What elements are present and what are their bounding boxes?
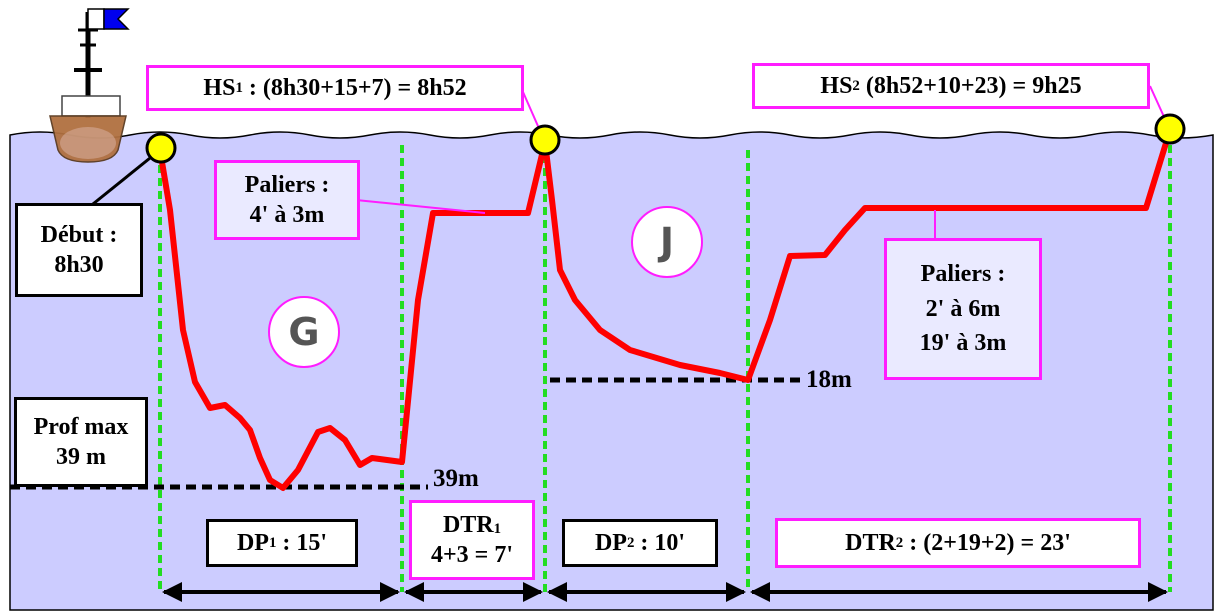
dp1-box: DP 1 : 15' <box>206 519 358 567</box>
dtr1-sub: 1 <box>493 520 502 537</box>
stops2-detail-6m: 2' à 6m <box>925 295 1001 322</box>
hs2-sub: 2 <box>852 78 860 95</box>
depth-label-39m: 39m <box>433 465 479 492</box>
stops1-detail: 4' à 3m <box>249 202 325 228</box>
dive-flag-icon <box>87 8 130 30</box>
dtr1-value: 4+3 = 7' <box>430 542 514 568</box>
stops1-title: Paliers : <box>244 172 330 198</box>
dp2-label: DP <box>594 530 627 556</box>
hs2-formula: (8h52+10+23) = 9h25 <box>859 73 1082 99</box>
dp2-box: DP 2 : 10' <box>562 519 718 567</box>
dive2-letter: J <box>659 220 675 264</box>
dtr1-label: DTR <box>442 512 494 538</box>
dtr2-value: : (2+19+2) = 23' <box>903 530 1071 556</box>
dive-profile-2 <box>542 129 1173 383</box>
dtr2-sub: 2 <box>895 535 904 552</box>
connector-start <box>87 148 161 210</box>
start-time-value: 8h30 <box>54 252 104 278</box>
stops2-detail-3m: 19' à 3m <box>919 330 1007 357</box>
dtr2-box: DTR 2 : (2+19+2) = 23' <box>775 518 1141 568</box>
hs2-label: HS <box>820 73 853 99</box>
dtr2-label: DTR <box>845 530 896 556</box>
dp1-label: DP <box>236 530 269 556</box>
dtr1-title: DTR1 <box>443 510 501 540</box>
hs1-box: HS 1 : (8h30+15+7) = 8h52 <box>146 65 524 111</box>
dive1-letter-circle: G <box>268 296 340 368</box>
stops1-box: Paliers : 4' à 3m <box>214 160 360 240</box>
dp2-value: : 10' <box>634 530 686 556</box>
hs1-sub: 1 <box>235 80 243 97</box>
depth-label-18m: 18m <box>806 366 852 393</box>
dp1-sub: 1 <box>268 535 277 552</box>
hs2-box: HS 2 (8h52+10+23) = 9h25 <box>752 63 1150 109</box>
max-depth-label: Prof max <box>33 414 129 440</box>
dive2-letter-circle: J <box>631 206 703 278</box>
marker-dive2-surface <box>1154 113 1186 145</box>
boat-cabin <box>61 95 121 117</box>
marker-dive1-surface <box>529 124 561 156</box>
marker-dive1-start <box>145 132 177 164</box>
hs1-label: HS <box>203 75 236 101</box>
stops2-title: Paliers : <box>920 260 1006 287</box>
start-time-box: Début : 8h30 <box>15 203 143 297</box>
time-markers <box>158 132 1172 592</box>
max-depth-box: Prof max 39 m <box>14 397 148 487</box>
dtr1-box: DTR1 4+3 = 7' <box>409 500 535 580</box>
dp2-sub: 2 <box>626 535 635 552</box>
boat <box>49 8 130 163</box>
hs1-formula: : (8h30+15+7) = 8h52 <box>242 75 467 101</box>
connector-stops1 <box>355 199 486 214</box>
stops2-box: Paliers : 2' à 6m 19' à 3m <box>884 238 1042 380</box>
start-time-label: Début : <box>40 222 118 248</box>
dive-profile-1 <box>157 141 548 491</box>
max-depth-value: 39 m <box>56 444 106 470</box>
event-markers <box>145 113 1186 164</box>
dp1-value: : 15' <box>276 530 328 556</box>
dive1-letter: G <box>288 310 320 354</box>
